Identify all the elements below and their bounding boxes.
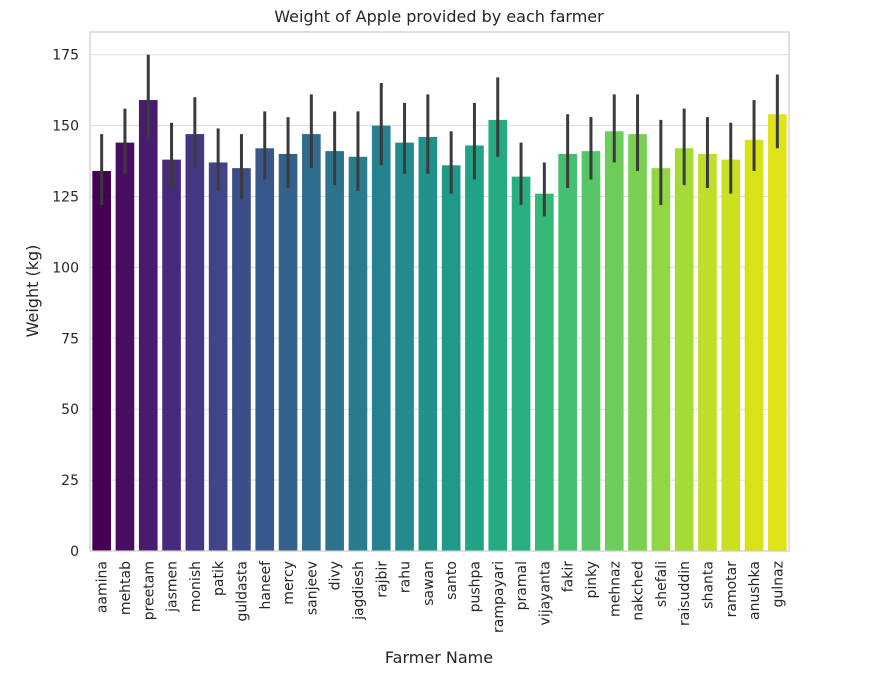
bar-anushka [744, 139, 764, 551]
x-tick-label: nakched [631, 561, 647, 621]
x-tick-label: aamina [95, 561, 111, 613]
x-tick-label: rahu [398, 561, 414, 593]
x-tick-label: vijayanta [537, 561, 553, 625]
x-tick-label: rajbir [374, 561, 390, 598]
bar-jagdiesh [348, 156, 368, 552]
y-tick-label: 100 [52, 260, 79, 276]
x-tick-label: shefali [654, 561, 670, 607]
bar-haneef [255, 148, 275, 551]
bar-rahu [395, 142, 414, 551]
x-tick-label: mehtab [118, 561, 134, 615]
bar-shanta [698, 153, 717, 552]
bar-vijayanta [535, 193, 554, 551]
bar-raisuddin [674, 148, 694, 551]
x-tick-label: haneef [258, 560, 274, 610]
x-tick-labels: aamina mehtab preetam jasmen monish patik guld… [95, 560, 787, 633]
y-tick-label: 0 [70, 544, 79, 560]
x-axis-title: Farmer Name [385, 648, 493, 667]
bar-jasmen [162, 159, 181, 551]
bar-monish [185, 134, 205, 551]
y-tick-label: 25 [61, 473, 79, 489]
bar-gulnaz [768, 114, 787, 551]
bar-aamina [92, 170, 111, 551]
bar-fakir [558, 153, 577, 552]
bar-mehtab [115, 142, 135, 551]
bar-rajbir [371, 125, 391, 552]
x-tick-label: pinky [584, 561, 600, 599]
plot-frame [89, 31, 790, 552]
error-bars [100, 54, 779, 217]
x-tick-label: sanjeev [304, 561, 320, 615]
bar-sanjeev [302, 134, 321, 551]
x-tick-label: preetam [141, 561, 157, 620]
bar-patik [208, 162, 228, 551]
y-tick-label: 50 [61, 402, 79, 418]
bar-pinky [581, 151, 601, 552]
x-tick-label: monish [188, 561, 204, 612]
bar-sawan [418, 136, 438, 551]
x-tick-label: jasmen [165, 561, 181, 613]
y-axis-title: Weight (kg) [23, 245, 42, 338]
bar-ramotar [721, 159, 741, 551]
x-tick-label: pushpa [467, 561, 483, 612]
bar-mercy [278, 153, 298, 552]
bar-shefali [651, 168, 671, 551]
x-tick-label: anushka [747, 561, 763, 620]
x-tick-label: raisuddin [677, 561, 693, 626]
x-tick-label: fakir [561, 561, 577, 593]
x-tick-label: shanta [700, 561, 716, 609]
x-tick-label: gulnaz [770, 561, 786, 607]
bar-divy [325, 151, 344, 552]
bar-mehnaz [604, 131, 624, 551]
y-tick-labels: 0 25 50 75 100 125 150 175 [52, 48, 79, 560]
bars [92, 100, 787, 552]
bar-rampayari [488, 119, 508, 551]
bar-pushpa [465, 145, 484, 551]
x-tick-label: guldasta [234, 561, 250, 621]
x-tick-label: santo [444, 561, 460, 600]
y-tick-label: 150 [52, 119, 79, 135]
x-tick-label: rampayari [491, 561, 507, 633]
x-tick-label: divy [328, 561, 344, 590]
x-tick-label: pramal [514, 561, 530, 610]
y-tick-label: 175 [52, 48, 79, 64]
bar-pramal [511, 176, 531, 551]
x-tick-label: ramotar [724, 561, 740, 618]
x-tick-label: mehnaz [607, 561, 623, 617]
bar-guldasta [232, 168, 251, 551]
y-tick-label: 125 [52, 189, 79, 205]
x-tick-label: jagdiesh [351, 561, 367, 621]
chart-title: Weight of Apple provided by each farmer [274, 7, 604, 26]
x-tick-label: sawan [421, 561, 437, 606]
y-tick-label: 75 [61, 331, 79, 347]
grid-lines [90, 54, 789, 552]
bar-preetam [138, 100, 158, 551]
bar-santo [441, 165, 461, 551]
bar-nakched [628, 134, 647, 551]
x-tick-label: patik [211, 560, 227, 596]
x-tick-label: mercy [281, 561, 297, 605]
